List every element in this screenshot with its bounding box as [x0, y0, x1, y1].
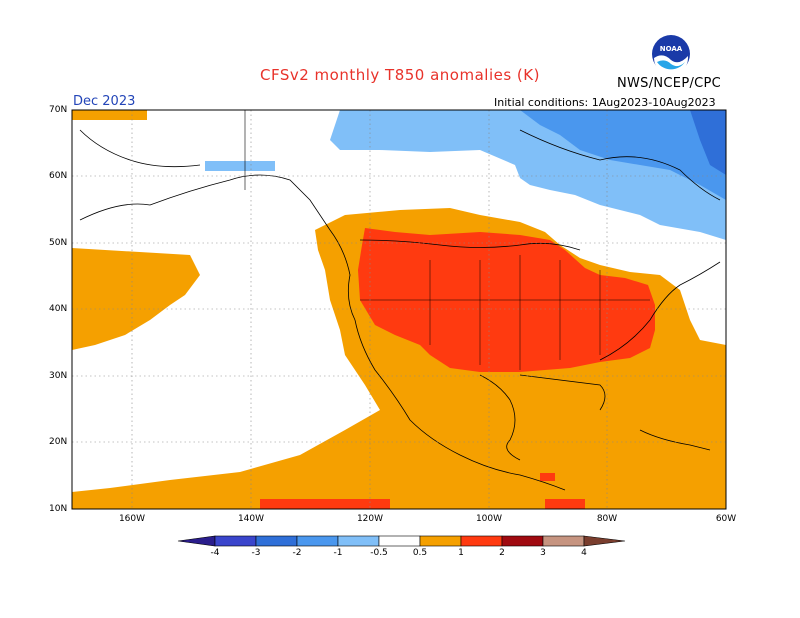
colorbar-label: 1 [458, 548, 464, 558]
colorbar-cell [296, 535, 339, 547]
map-frame [71, 109, 727, 510]
lon-label: 60W [715, 514, 737, 524]
state-borders [360, 255, 650, 370]
warm-anomaly-strong-tropics [260, 499, 390, 509]
warm-anomaly-strong-caribbean [540, 473, 555, 481]
lon-label: 80W [596, 514, 618, 524]
colorbar [177, 535, 626, 547]
lat-label: 50N [49, 238, 68, 248]
colorbar-cell [419, 535, 462, 547]
cold-anomaly-strongest-region [690, 110, 726, 175]
lat-label: 10N [49, 504, 68, 514]
warm-anomaly-pacific-west [72, 248, 200, 350]
map-title: CFSv2 monthly T850 anomalies (K) [260, 66, 540, 84]
lon-label: 160W [118, 514, 146, 524]
colorbar-label: 2 [499, 548, 505, 558]
colorbar-cell [501, 535, 544, 547]
lon-label: 120W [356, 514, 384, 524]
lon-label: 140W [237, 514, 265, 524]
colorbar-cell [460, 535, 503, 547]
lat-label: 40N [49, 304, 68, 314]
colorbar-label: -4 [210, 548, 220, 558]
colorbar-cell [583, 535, 626, 547]
warm-anomaly-corner [72, 110, 147, 120]
colorbar-cell [255, 535, 298, 547]
initial-conditions-label: Initial conditions: 1Aug2023-10Aug2023 [494, 96, 716, 109]
gridlines [72, 110, 726, 509]
forecast-month: Dec 2023 [73, 94, 136, 109]
lat-label: 30N [49, 371, 68, 381]
colorbar-label: 0.5 [412, 548, 428, 558]
colorbar-label: 4 [581, 548, 587, 558]
colorbar-label: -0.5 [370, 548, 388, 558]
warm-anomaly-strong-east [545, 499, 585, 509]
colorbar-cell [177, 535, 216, 547]
lat-label: 20N [49, 437, 68, 447]
lat-label: 70N [49, 105, 68, 115]
cold-anomaly-alaska [205, 161, 275, 171]
colorbar-label: 3 [540, 548, 546, 558]
coastlines [79, 129, 721, 491]
lon-label: 100W [475, 514, 503, 524]
cold-anomaly-strong-region [520, 110, 726, 200]
colorbar-label: -2 [292, 548, 302, 558]
colorbar-cell [378, 535, 421, 547]
colorbar-cell [337, 535, 380, 547]
colorbar-label: -1 [333, 548, 343, 558]
organization-label: NWS/NCEP/CPC [617, 76, 722, 91]
colorbar-cell [214, 535, 257, 547]
svg-text:NOAA: NOAA [660, 45, 683, 53]
colorbar-label: -3 [251, 548, 261, 558]
noaa-logo-icon: NOAA [652, 35, 690, 74]
colorbar-cell [542, 535, 585, 547]
lat-label: 60N [49, 171, 68, 181]
